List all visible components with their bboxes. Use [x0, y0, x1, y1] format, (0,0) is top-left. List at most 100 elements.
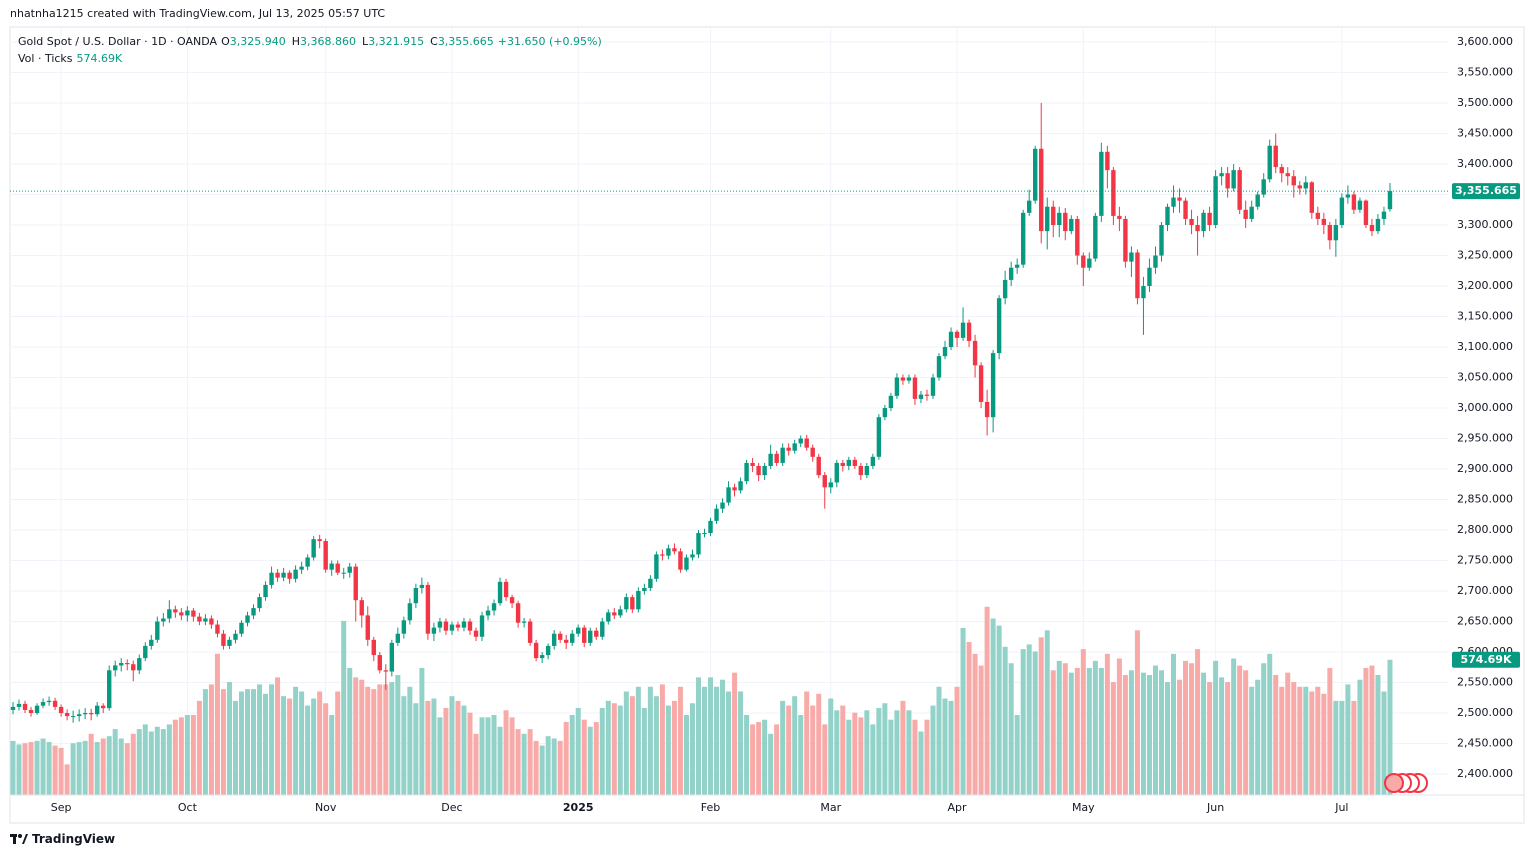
candle-body — [1141, 286, 1146, 299]
candle-body — [425, 584, 431, 634]
candle-body — [155, 621, 160, 640]
volume-bar — [455, 700, 461, 795]
candle-body — [269, 572, 274, 585]
ohlc-field: L3,321.915 — [362, 35, 424, 48]
candles — [10, 103, 1448, 723]
candle-body — [714, 508, 719, 521]
volume-bar — [305, 705, 311, 795]
candle-body — [34, 705, 40, 714]
candle-body — [497, 581, 503, 604]
y-tick-label: 2,950.000 — [1457, 432, 1513, 445]
candle-body — [588, 630, 593, 643]
volume-bar — [449, 696, 455, 795]
volume-bar — [281, 696, 287, 795]
volume-bar — [984, 606, 990, 795]
candle-body — [1231, 170, 1236, 189]
volume-bar — [1363, 667, 1369, 795]
volume-tag — [1452, 651, 1520, 668]
volume-bar — [810, 705, 816, 795]
candle-body — [100, 705, 106, 709]
volume-bar — [792, 696, 798, 795]
volume-bar — [569, 715, 575, 795]
y-tick-label: 2,900.000 — [1457, 462, 1513, 475]
volume-bar — [545, 736, 551, 795]
candle-body — [179, 612, 184, 616]
volume-bar — [238, 691, 244, 795]
volume-bar — [1279, 686, 1285, 795]
candle-body — [1020, 212, 1026, 265]
volume-bar — [154, 726, 160, 795]
volume-bar — [924, 719, 930, 795]
volume-bar — [1002, 646, 1008, 795]
candle-body — [1261, 179, 1266, 195]
volume-bar — [1231, 658, 1237, 795]
volume-bar — [1080, 649, 1086, 795]
candle-body — [335, 563, 340, 573]
candle-body — [1321, 218, 1327, 226]
candle-body — [960, 322, 966, 338]
price-tag-label: 3,355.665 — [1455, 184, 1517, 197]
volume-bar — [1171, 653, 1177, 795]
candle-body — [143, 645, 148, 659]
y-tick-label: 2,450.000 — [1457, 737, 1513, 750]
volume-bar — [1309, 691, 1315, 795]
candle-body — [215, 624, 220, 634]
candle-body — [419, 584, 425, 588]
volume-bar — [623, 691, 629, 795]
candle-body — [46, 700, 52, 703]
volume-bar — [509, 717, 515, 795]
candle-body — [10, 706, 16, 710]
candle-body — [413, 587, 419, 604]
y-tick-label: 2,700.000 — [1457, 584, 1513, 597]
volume-bar — [269, 684, 275, 795]
volume-bar — [677, 686, 683, 795]
volume-bar — [1038, 637, 1044, 795]
candle-body — [990, 353, 996, 418]
volume-bar — [1044, 630, 1050, 795]
volume-bar — [954, 686, 960, 795]
candle-body — [1039, 148, 1044, 232]
volume-bar — [28, 742, 34, 795]
candle-body — [317, 539, 322, 542]
volume-bar — [978, 665, 984, 795]
candle-body — [1189, 218, 1194, 226]
x-tick-label: Feb — [701, 801, 720, 814]
y-tick-label: 3,400.000 — [1457, 157, 1513, 170]
y-tick-label: 3,250.000 — [1457, 249, 1513, 262]
candle-body — [329, 563, 334, 570]
x-tick-label: 2025 — [563, 801, 594, 814]
candle-body — [401, 620, 407, 634]
ohlc-fields: O3,325.940 H3,368.860 L3,321.915 C3,355.665 — [221, 35, 494, 48]
volume-bar — [1092, 660, 1098, 795]
volume-bar — [395, 675, 401, 795]
candle-body — [1183, 200, 1188, 219]
volume-bar — [10, 740, 16, 795]
candle-body — [882, 408, 888, 418]
candle-body — [299, 566, 304, 570]
candle-body — [131, 664, 136, 671]
candle-body — [311, 539, 316, 558]
candle-body — [467, 621, 473, 631]
volume-bar — [461, 705, 467, 795]
candle-body — [1369, 225, 1375, 232]
volume-bar — [1225, 682, 1231, 795]
volume-bar — [996, 625, 1002, 795]
volume-bar — [473, 733, 479, 795]
candle-body — [606, 612, 611, 622]
candle-body — [798, 438, 803, 444]
volume-bar — [732, 672, 738, 795]
candle-body — [846, 459, 852, 466]
volume-bar — [34, 740, 40, 795]
volume-bar — [1267, 653, 1273, 795]
volume-bar — [491, 715, 497, 795]
candle-body — [491, 603, 497, 611]
volume-bar — [1098, 667, 1104, 795]
candle-body — [443, 621, 449, 631]
volume-bar — [377, 684, 383, 795]
volume-bar — [906, 710, 912, 795]
volume-bar — [768, 733, 774, 795]
candle-body — [1327, 225, 1333, 241]
volume-bar — [64, 764, 70, 795]
candle-body — [431, 627, 437, 634]
volume-bar — [1068, 672, 1074, 795]
